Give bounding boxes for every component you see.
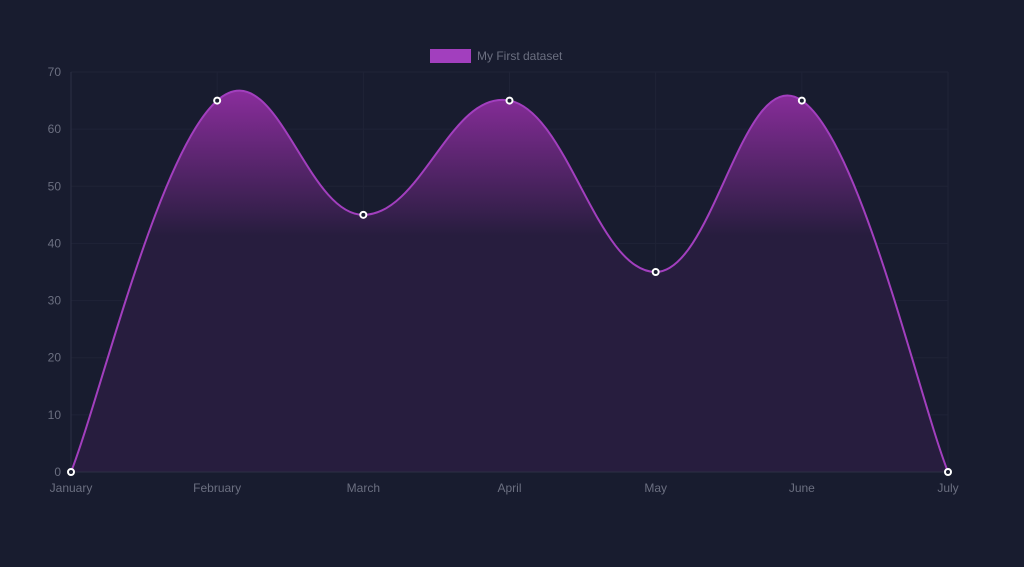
y-tick-label: 70 (48, 65, 62, 79)
x-tick-label: June (789, 481, 815, 495)
data-point[interactable] (944, 468, 952, 476)
x-tick-label: March (347, 481, 380, 495)
series-area-fill (71, 90, 948, 472)
legend[interactable]: My First dataset (430, 48, 562, 64)
x-axis-ticks: January February March April May June July (50, 481, 959, 495)
y-tick-label: 20 (48, 351, 62, 365)
area-layer (70, 89, 949, 473)
y-tick-label: 60 (48, 122, 62, 136)
x-tick-label: February (193, 481, 241, 495)
data-point[interactable] (797, 96, 806, 105)
data-point[interactable] (651, 268, 660, 276)
data-point[interactable] (359, 210, 368, 219)
data-point[interactable] (213, 96, 222, 105)
x-tick-label: May (644, 481, 667, 495)
y-tick-label: 30 (48, 294, 62, 308)
data-point[interactable] (505, 96, 514, 105)
data-points (67, 96, 952, 476)
y-axis-ticks: 0 10 20 30 40 50 60 70 (48, 65, 62, 479)
y-tick-label: 50 (48, 179, 62, 193)
axes (70, 72, 948, 473)
y-tick-label: 40 (48, 236, 62, 250)
y-tick-label: 0 (54, 465, 61, 479)
x-tick-label: January (50, 481, 93, 495)
y-tick-label: 10 (48, 408, 62, 422)
legend-label: My First dataset (477, 49, 563, 63)
x-tick-label: July (937, 481, 958, 495)
data-point[interactable] (67, 468, 75, 476)
x-tick-label: April (497, 481, 521, 495)
legend-swatch (430, 49, 471, 63)
